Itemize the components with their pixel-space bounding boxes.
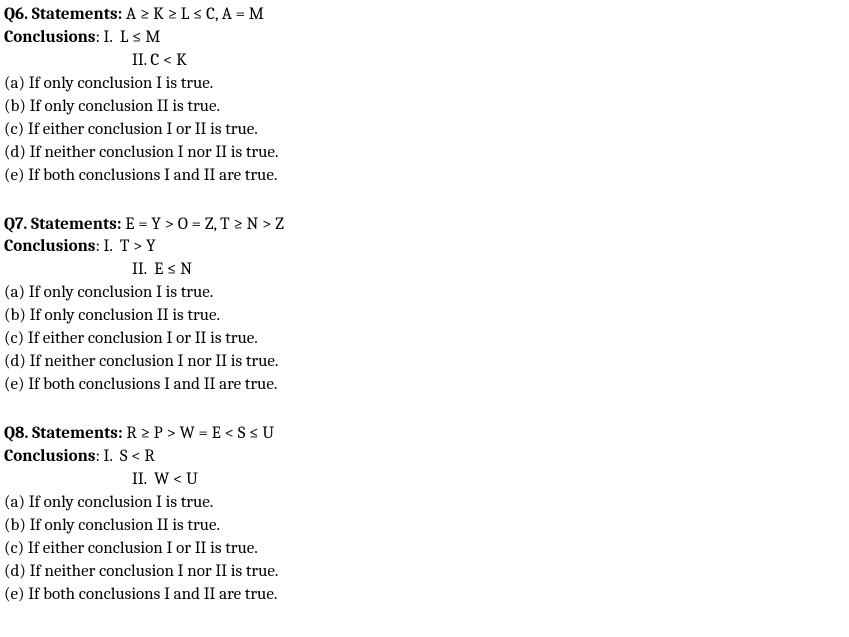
statements-label: Q7. Statements:: [4, 215, 125, 234]
option-c: (c) If either conclusion I or II is true…: [4, 119, 845, 142]
conclusion-2-prefix: II.: [132, 260, 154, 279]
conclusion-1-prefix: : I.: [95, 28, 119, 47]
conclusion-2-prefix: II.: [132, 470, 154, 489]
conclusions-label: Conclusions: [4, 237, 95, 256]
conclusion-2-text: C < K: [150, 51, 186, 70]
option-d: (d) If neither conclusion I nor II is tr…: [4, 561, 845, 584]
conclusion-1-text: S < R: [120, 447, 155, 466]
conclusion-1-prefix: : I.: [95, 237, 119, 256]
conclusions-label: Conclusions: [4, 447, 95, 466]
option-a: (a) If only conclusion I is true.: [4, 73, 845, 96]
option-e: (e) If both conclusions I and II are tru…: [4, 165, 845, 188]
option-b: (b) If only conclusion II is true.: [4, 515, 845, 538]
option-e: (e) If both conclusions I and II are tru…: [4, 374, 845, 397]
statements-text: E = Y > O = Z, T ≥ N > Z: [125, 215, 284, 234]
statements-label: Q6. Statements:: [4, 5, 126, 24]
conclusion-1-text: L ≤ M: [120, 28, 161, 47]
conclusion-2-text: W < U: [154, 470, 198, 489]
option-d: (d) If neither conclusion I nor II is tr…: [4, 351, 845, 374]
conclusion-1-prefix: : I.: [95, 447, 119, 466]
statements-label: Q8. Statements:: [4, 424, 126, 443]
option-a: (a) If only conclusion I is true.: [4, 282, 845, 305]
option-a: (a) If only conclusion I is true.: [4, 492, 845, 515]
statements-text: R ≥ P > W = E < S ≤ U: [126, 424, 274, 443]
conclusion-1-line: Conclusions: I. L ≤ M: [4, 27, 845, 50]
option-d: (d) If neither conclusion I nor II is tr…: [4, 142, 845, 165]
option-e: (e) If both conclusions I and II are tru…: [4, 584, 845, 607]
conclusion-1-text: T > Y: [120, 237, 156, 256]
option-b: (b) If only conclusion II is true.: [4, 305, 845, 328]
conclusion-2-text: E ≤ N: [154, 260, 192, 279]
statements-text: A ≥ K ≥ L ≤ C, A = M: [126, 5, 264, 24]
conclusion-2-line: II. W < U: [4, 469, 845, 492]
statements-line: Q8. Statements: R ≥ P > W = E < S ≤ U: [4, 423, 845, 446]
conclusion-1-line: Conclusions: I. S < R: [4, 446, 845, 469]
conclusions-label: Conclusions: [4, 28, 95, 47]
statements-line: Q6. Statements: A ≥ K ≥ L ≤ C, A = M: [4, 4, 845, 27]
option-c: (c) If either conclusion I or II is true…: [4, 538, 845, 561]
question-7: Q7. Statements: E = Y > O = Z, T ≥ N > Z…: [4, 214, 845, 398]
conclusion-1-line: Conclusions: I. T > Y: [4, 236, 845, 259]
option-c: (c) If either conclusion I or II is true…: [4, 328, 845, 351]
conclusion-2-prefix: II.: [132, 51, 150, 70]
option-b: (b) If only conclusion II is true.: [4, 96, 845, 119]
question-6: Q6. Statements: A ≥ K ≥ L ≤ C, A = M Con…: [4, 4, 845, 188]
conclusion-2-line: II. C < K: [4, 50, 845, 73]
question-8: Q8. Statements: R ≥ P > W = E < S ≤ U Co…: [4, 423, 845, 607]
conclusion-2-line: II. E ≤ N: [4, 259, 845, 282]
statements-line: Q7. Statements: E = Y > O = Z, T ≥ N > Z: [4, 214, 845, 237]
